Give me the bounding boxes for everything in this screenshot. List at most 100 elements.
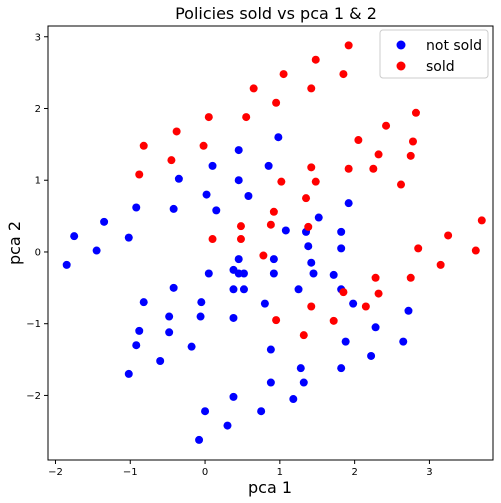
point-sold xyxy=(259,251,268,260)
legend-box xyxy=(379,29,489,79)
x-tick-label: −2 xyxy=(48,467,63,478)
y-tick-label: 1 xyxy=(35,176,41,187)
point-sold xyxy=(236,235,245,244)
point-not-sold xyxy=(367,351,376,360)
point-sold xyxy=(471,246,480,255)
point-not-sold xyxy=(296,364,305,373)
point-sold xyxy=(354,136,363,145)
point-sold xyxy=(135,170,144,179)
point-not-sold xyxy=(289,395,298,404)
legend-label-not-sold: not sold xyxy=(426,38,482,54)
y-tick-label: 3 xyxy=(35,32,41,43)
point-sold xyxy=(208,235,217,244)
point-sold xyxy=(414,244,423,253)
point-not-sold xyxy=(229,313,238,322)
y-axis-label: pca 2 xyxy=(5,221,24,265)
point-not-sold xyxy=(169,283,178,292)
point-sold xyxy=(199,141,208,150)
point-not-sold xyxy=(309,269,318,278)
point-not-sold xyxy=(260,299,269,308)
legend-marker-not-sold xyxy=(396,40,406,50)
y-axis-ticks: −2 −1 0 1 2 3 xyxy=(26,32,48,402)
point-sold xyxy=(444,231,453,240)
point-sold xyxy=(277,177,286,186)
point-not-sold xyxy=(341,337,350,346)
point-not-sold xyxy=(337,227,346,236)
x-axis-ticks: −2 −1 0 1 2 3 xyxy=(48,460,433,478)
point-sold xyxy=(236,222,245,231)
point-not-sold xyxy=(195,435,204,444)
point-sold xyxy=(344,164,353,173)
point-not-sold xyxy=(344,199,353,208)
point-not-sold xyxy=(266,378,275,387)
point-not-sold xyxy=(314,213,323,222)
point-not-sold xyxy=(208,161,217,170)
y-tick-label: −2 xyxy=(26,391,41,402)
point-not-sold xyxy=(197,298,206,307)
point-not-sold xyxy=(234,269,243,278)
point-sold xyxy=(279,70,288,79)
point-sold xyxy=(382,121,391,130)
y-tick-label: −1 xyxy=(26,319,41,330)
x-tick-label: 0 xyxy=(202,467,208,478)
point-not-sold xyxy=(337,364,346,373)
x-tick-label: 2 xyxy=(351,467,357,478)
point-sold xyxy=(272,316,281,325)
data-points xyxy=(62,41,486,444)
point-sold xyxy=(371,273,380,282)
point-not-sold xyxy=(229,285,238,294)
point-not-sold xyxy=(329,270,338,279)
point-not-sold xyxy=(234,176,243,185)
point-not-sold xyxy=(337,244,346,253)
point-sold xyxy=(167,156,176,165)
point-not-sold xyxy=(174,174,183,183)
point-sold xyxy=(436,260,445,269)
point-not-sold xyxy=(234,255,243,264)
point-not-sold xyxy=(229,392,238,401)
legend-marker-sold xyxy=(396,61,406,71)
point-not-sold xyxy=(274,133,283,142)
point-not-sold xyxy=(156,357,165,366)
point-not-sold xyxy=(244,192,253,201)
point-sold xyxy=(406,151,415,160)
y-tick-label: 0 xyxy=(35,247,41,258)
point-not-sold xyxy=(187,342,196,351)
point-sold xyxy=(307,302,316,311)
point-not-sold xyxy=(269,269,278,278)
point-not-sold xyxy=(307,258,316,267)
point-not-sold xyxy=(139,298,148,307)
point-not-sold xyxy=(239,285,248,294)
legend-label-sold: sold xyxy=(426,59,455,75)
point-not-sold xyxy=(399,337,408,346)
point-not-sold xyxy=(201,407,210,416)
point-sold xyxy=(408,137,417,146)
point-sold xyxy=(369,164,378,173)
chart-title: Policies sold vs pca 1 & 2 xyxy=(175,4,377,23)
point-not-sold xyxy=(299,378,308,387)
x-tick-label: 1 xyxy=(277,467,283,478)
legend: not sold sold xyxy=(379,29,489,79)
point-not-sold xyxy=(264,161,273,170)
point-sold xyxy=(266,220,275,229)
point-sold xyxy=(299,331,308,340)
point-sold xyxy=(344,41,353,50)
point-sold xyxy=(204,113,213,122)
point-not-sold xyxy=(269,255,278,264)
point-sold xyxy=(374,289,383,298)
point-sold xyxy=(242,113,251,122)
point-not-sold xyxy=(100,217,109,226)
point-not-sold xyxy=(62,260,71,269)
point-sold xyxy=(477,216,486,225)
point-not-sold xyxy=(196,312,205,321)
point-sold xyxy=(249,84,258,93)
point-not-sold xyxy=(132,203,141,212)
point-not-sold xyxy=(349,299,358,308)
point-sold xyxy=(361,302,370,311)
point-not-sold xyxy=(92,246,101,255)
point-sold xyxy=(307,163,316,172)
point-sold xyxy=(304,222,313,231)
point-not-sold xyxy=(202,190,211,199)
point-sold xyxy=(272,98,281,107)
point-not-sold xyxy=(204,269,213,278)
